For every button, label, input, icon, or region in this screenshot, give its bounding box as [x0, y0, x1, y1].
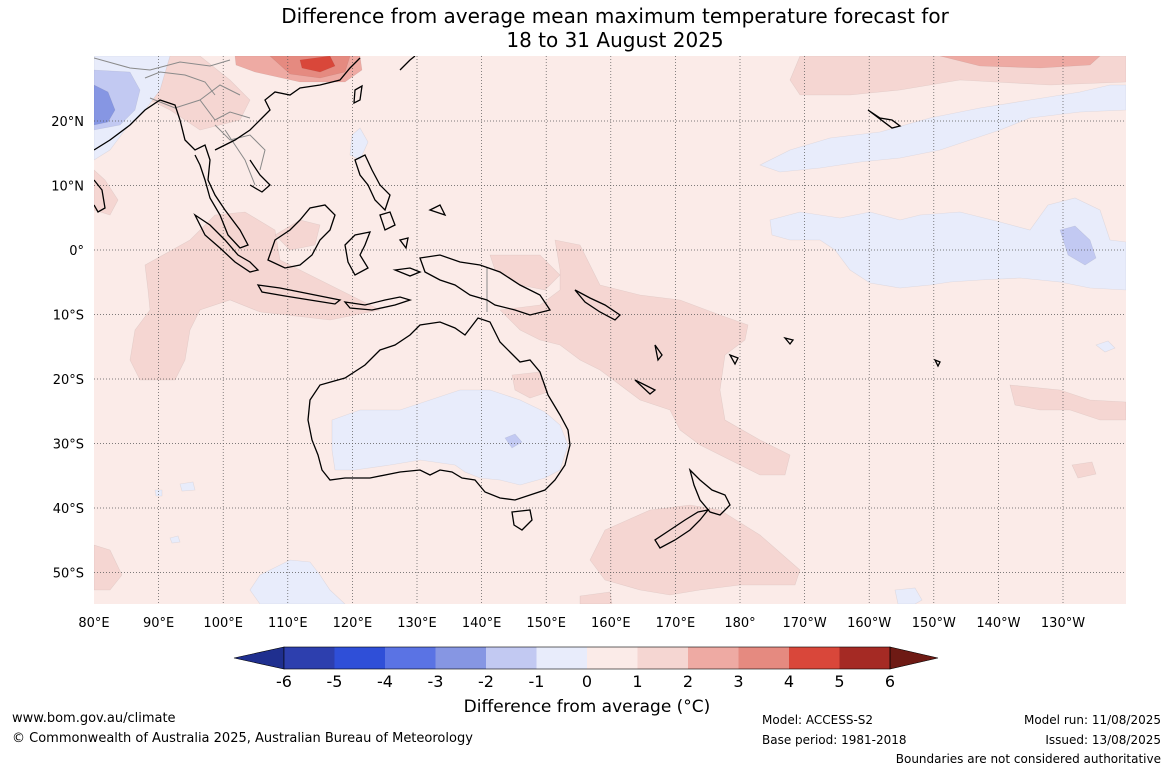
map-title: Difference from average mean maximum tem… [0, 4, 1173, 52]
longitude-label: 140°E [462, 616, 502, 631]
longitude-label: 180° [724, 616, 755, 631]
longitude-label: 120°E [333, 616, 373, 631]
footer-model: Model: ACCESS-S2 [762, 713, 874, 727]
latitude-label: 10°N [51, 180, 84, 195]
country-borders [94, 57, 488, 312]
legend-swatch [385, 647, 436, 669]
anomaly-regions-minus1-0 [94, 56, 1126, 604]
legend-tick-label: 6 [885, 672, 895, 691]
latitude-label: 20°S [53, 373, 84, 388]
legend-tick-labels: -6 -5 -4 -3 -2 -1 0 1 2 3 4 5 6 [276, 672, 895, 691]
footer-website: www.bom.gov.au/climate [12, 711, 176, 726]
legend-tick-label: -2 [478, 672, 494, 691]
legend-tick-label: 1 [632, 672, 642, 691]
legend-tick-label: -6 [276, 672, 292, 691]
legend-swatch [334, 647, 385, 669]
longitude-label: 150°W [912, 616, 956, 631]
legend-tick-label: -3 [428, 672, 444, 691]
legend-tick-label: -1 [529, 672, 545, 691]
map-title-line2: 18 to 31 August 2025 [506, 28, 724, 52]
legend-arrow-low [233, 646, 285, 670]
footer-disclaimer: Boundaries are not considered authoritat… [895, 752, 1161, 766]
longitude-label: 130°E [397, 616, 437, 631]
longitude-label: 170°E [656, 616, 696, 631]
longitude-labels: 80°E 90°E 100°E 110°E 120°E 130°E 140°E 150°E 16… [78, 616, 1085, 631]
latitude-label: 0° [69, 244, 84, 259]
legend-swatch [486, 647, 537, 669]
legend-arrow-high [889, 646, 939, 670]
legend-swatch [435, 647, 486, 669]
longitude-label: 170°W [783, 616, 827, 631]
anomaly-regions-minus3-minus2 [94, 84, 116, 126]
latitude-labels: 20°N 10°N 0° 10°S 20°S 30°S 40°S 50°S [51, 115, 84, 582]
legend-swatch [637, 647, 688, 669]
footer-issued: Issued: 13/08/2025 [1045, 733, 1161, 747]
latitude-label: 30°S [53, 438, 84, 453]
footer-model-run: Model run: 11/08/2025 [1023, 713, 1161, 727]
anomaly-regions-4-5 [299, 56, 336, 73]
legend-tick-label: 2 [683, 672, 693, 691]
legend-tick-label: 0 [582, 672, 592, 691]
longitude-label: 160°E [591, 616, 631, 631]
legend-swatch [688, 647, 739, 669]
longitude-label: 110°E [268, 616, 308, 631]
longitude-label: 100°E [203, 616, 243, 631]
legend-tick-label: 5 [834, 672, 844, 691]
longitude-label: 140°W [976, 616, 1020, 631]
graticule [94, 56, 1126, 604]
latitude-label: 10°S [53, 309, 84, 324]
footer-base-period: Base period: 1981-2018 [762, 733, 907, 747]
latitude-label: 50°S [53, 567, 84, 582]
anomaly-regions-1-2 [94, 56, 1126, 604]
legend-swatch [587, 647, 638, 669]
legend-swatch [839, 647, 890, 669]
legend-tick-label: -5 [327, 672, 343, 691]
legend-swatch [284, 647, 335, 669]
longitude-label: 90°E [143, 616, 174, 631]
legend-title: Difference from average (°C) [463, 697, 711, 717]
legend-colorbar [233, 646, 939, 670]
legend-swatch [738, 647, 789, 669]
map-area [94, 56, 1126, 604]
legend-tick-label: -4 [377, 672, 393, 691]
footer-copyright: © Commonwealth of Australia 2025, Austra… [12, 731, 473, 746]
legend-tick-label: 3 [733, 672, 743, 691]
longitude-label: 130°W [1041, 616, 1085, 631]
latitude-label: 20°N [51, 115, 84, 130]
longitude-label: 160°W [847, 616, 891, 631]
coastlines [94, 56, 941, 549]
legend-swatch [536, 647, 587, 669]
latitude-label: 40°S [53, 502, 84, 517]
longitude-label: 80°E [78, 616, 109, 631]
map-title-line1: Difference from average mean maximum tem… [281, 4, 949, 28]
legend-frame [283, 646, 891, 670]
legend-tick-label: 4 [784, 672, 794, 691]
legend-swatch [789, 647, 840, 669]
longitude-label: 150°E [526, 616, 566, 631]
